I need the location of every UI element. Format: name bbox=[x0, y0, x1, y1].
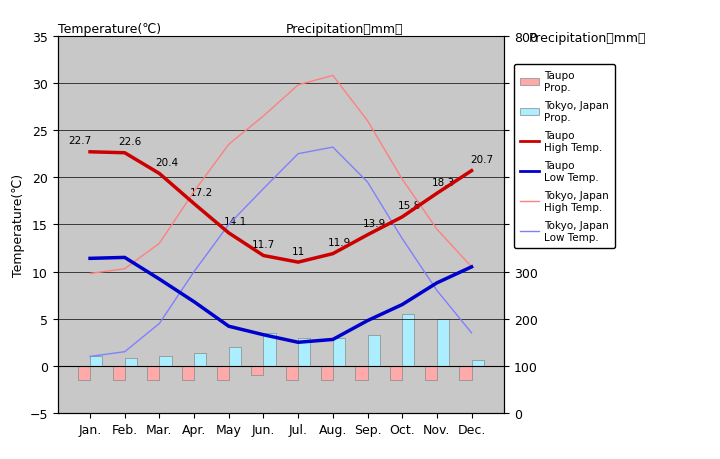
Text: 22.6: 22.6 bbox=[118, 137, 142, 147]
Bar bbox=[194, 353, 206, 366]
Bar bbox=[217, 366, 229, 380]
Legend: Taupo
Prop., Tokyo, Japan
Prop., Taupo
High Temp., Taupo
Low Temp., Tokyo, Japan: Taupo Prop., Tokyo, Japan Prop., Taupo H… bbox=[514, 65, 615, 248]
Bar bbox=[402, 314, 414, 366]
Text: Precipitation（mm）: Precipitation（mm） bbox=[286, 23, 403, 36]
Bar bbox=[159, 357, 171, 366]
Text: 11.9: 11.9 bbox=[328, 237, 351, 247]
Bar bbox=[112, 366, 125, 380]
Y-axis label: Temperature(℃): Temperature(℃) bbox=[12, 174, 25, 276]
Bar bbox=[425, 366, 437, 380]
Bar bbox=[367, 335, 379, 366]
Text: 13.9: 13.9 bbox=[363, 218, 386, 229]
Bar bbox=[437, 319, 449, 366]
Bar bbox=[251, 366, 264, 375]
Bar bbox=[356, 366, 367, 380]
Bar bbox=[459, 366, 472, 380]
Text: 20.7: 20.7 bbox=[470, 155, 493, 165]
Bar bbox=[229, 347, 241, 366]
Bar bbox=[390, 366, 402, 380]
Bar bbox=[90, 357, 102, 366]
Text: 11: 11 bbox=[292, 246, 305, 256]
Bar bbox=[472, 360, 484, 366]
Bar bbox=[333, 338, 345, 366]
Bar bbox=[125, 358, 137, 366]
Text: Precipitation（mm）: Precipitation（mm） bbox=[529, 32, 647, 45]
Text: 15.8: 15.8 bbox=[397, 201, 420, 211]
Text: 11.7: 11.7 bbox=[252, 240, 275, 249]
Text: 20.4: 20.4 bbox=[155, 157, 178, 168]
Text: 22.7: 22.7 bbox=[68, 136, 91, 146]
Bar bbox=[78, 366, 90, 380]
Bar bbox=[298, 338, 310, 366]
Text: Temperature(℃): Temperature(℃) bbox=[58, 23, 161, 36]
Bar bbox=[264, 333, 276, 366]
Bar bbox=[182, 366, 194, 380]
Bar bbox=[286, 366, 298, 380]
Text: 17.2: 17.2 bbox=[189, 188, 212, 198]
Bar bbox=[148, 366, 159, 380]
Text: 14.1: 14.1 bbox=[224, 217, 248, 227]
Text: 18.3: 18.3 bbox=[432, 177, 456, 187]
Bar bbox=[320, 366, 333, 380]
